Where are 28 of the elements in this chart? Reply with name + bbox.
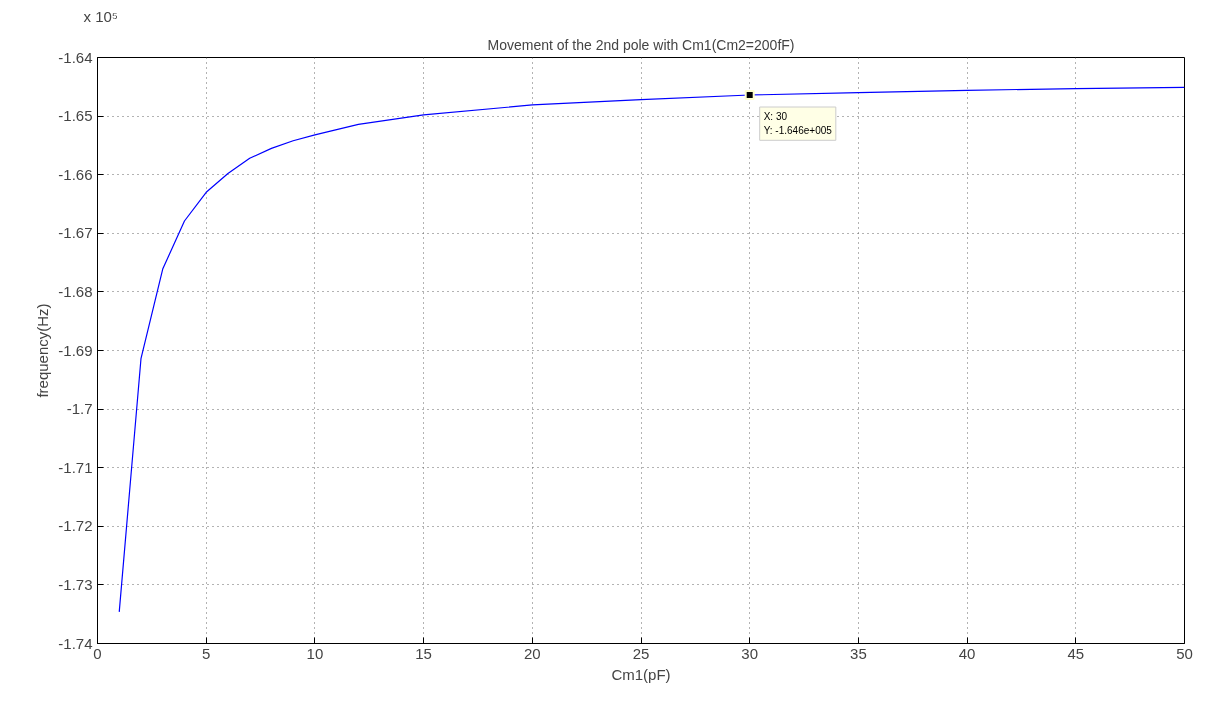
y-tick-label: -1.71 xyxy=(58,458,93,476)
y-tick-label: -1.74 xyxy=(58,634,93,652)
y-tick-label: -1.67 xyxy=(58,224,93,242)
annotation: X: 30 Y: -1.646e+005 xyxy=(763,111,833,137)
chart-title: Movement of the 2nd pole with Cm1(Cm2=200fF) xyxy=(487,36,795,53)
x-tick-label: 50 xyxy=(1176,644,1193,662)
x-tick-label: 5 xyxy=(202,644,211,662)
x-tick-label: 25 xyxy=(632,644,650,662)
y-tick-label: -1.65 xyxy=(58,107,93,125)
x-tick-label: 20 xyxy=(523,644,541,662)
y-tick-label: -1.73 xyxy=(58,575,93,593)
y-tick-label: -1.7 xyxy=(66,400,93,418)
y-tick-label: -1.69 xyxy=(58,341,93,359)
x-tick-label: 15 xyxy=(415,644,432,662)
y-tick-label: -1.72 xyxy=(58,517,93,535)
line-series xyxy=(118,86,1185,613)
x-tick-label: 0 xyxy=(93,644,102,662)
x-tick-label: 45 xyxy=(1067,644,1085,662)
x-tick-label: 40 xyxy=(958,644,976,662)
y-tick-label: -1.64 xyxy=(58,48,93,66)
text: x 10⁵ xyxy=(83,7,119,25)
y-axis-title: frequency(Hz) xyxy=(34,303,52,398)
y-tick-label: -1.66 xyxy=(58,165,93,183)
x-tick-label: 30 xyxy=(741,644,759,662)
x-axis-title: Cm1(pF) xyxy=(611,665,671,683)
y-tick-label: -1.68 xyxy=(58,282,93,300)
x-tick-label: 35 xyxy=(850,644,867,662)
x-tick-label: 10 xyxy=(306,644,324,662)
